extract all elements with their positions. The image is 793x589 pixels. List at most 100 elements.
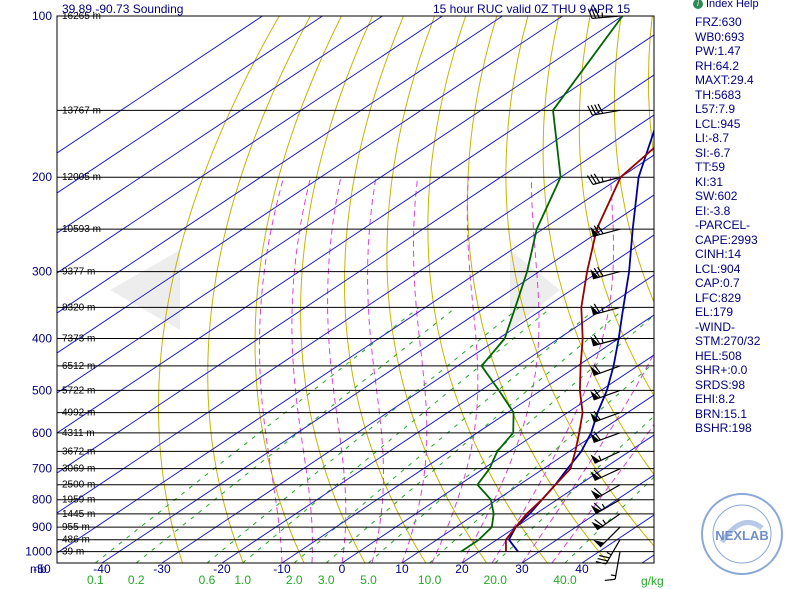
isotherm [57,154,654,554]
index-item: CAP:0.7 [695,276,740,290]
index-item: BSHR:198 [695,421,752,435]
logo-text: NEXLAB [715,528,768,543]
wind-barb [590,484,621,500]
pressure-tick-label: 400 [32,331,52,345]
valid-time: 15 hour RUC valid 0Z THU 9 APR 15 [433,2,631,16]
index-item: LCL:904 [695,261,741,276]
wind-barb-shaft [592,109,621,116]
index-item: EI:-3.8 [695,203,731,218]
wind-barb [593,526,621,548]
wind-barb [590,468,621,482]
wind-barb [590,431,621,443]
isotherm [281,314,654,563]
index-item: EL:179 [695,305,734,319]
wind-barb-feather [593,487,603,496]
moist-adiabat [367,177,384,563]
height-label: 955 m [62,522,90,533]
wind-barb-feather [593,388,601,398]
wind-barb-feather [593,502,603,511]
temperature-tick-label: 10 [395,562,409,576]
height-label: 486 m [62,535,90,546]
wind-barb-shaft [592,176,621,186]
height-label: 3069 m [62,464,95,475]
height-label: 4311 m [62,428,95,439]
index-help-label: Index Help [706,0,759,10]
isotherm [57,16,383,234]
index-item: HEL:508 [695,348,742,363]
wind-barb [590,303,621,316]
isotherm [57,16,503,314]
wind-barb-feather [593,303,601,314]
index-item: SHR+:0.0 [695,363,748,377]
wind-barb [590,334,621,347]
dry-adiabat [542,16,654,476]
dry-adiabat [158,16,280,563]
wind-barb-half-feather [598,455,602,461]
height-label: 2500 m [62,480,95,491]
wind-barb-feather [599,554,610,559]
wind-barb-flag [590,490,601,499]
wind-barb-half-feather [610,574,616,577]
pressure-tick-label: 900 [32,520,52,534]
index-item: TT:59 [695,160,726,174]
wind-barb-half-feather [601,306,604,313]
watermark-left-arrow [110,250,180,330]
temperature-tick-label: 0 [339,562,346,576]
index-item: STM:270/32 [695,334,761,348]
pressure-tick-label: 600 [32,426,52,440]
index-panel: i Index Help FRZ:630 WB0:693 PW:1.47 RH:64.… [693,0,793,589]
isotherm [341,354,654,563]
temperature-tick-label: -10 [273,562,291,576]
wind-barb-flag [590,390,600,400]
wind-barb-feather [586,175,594,185]
wind-barb-shaft [614,551,621,580]
info-icon: i [693,0,703,9]
wind-barb-shaft [599,526,621,548]
wind-barb [590,388,621,401]
wind-barb-half-feather [602,519,607,525]
wind-barb-flag [590,454,601,464]
wind-barb-flag [591,521,602,530]
wind-barb-flag [590,366,600,376]
mixing-ratio-line [325,307,627,563]
mixing-ratio-label: 5.0 [360,573,377,587]
wind-barb-feather [593,469,602,478]
moist-adiabat [327,177,347,563]
y-axis-label: mb [30,562,47,576]
height-label: 3672 m [62,446,95,457]
isotherm [57,114,654,514]
wind-barb-flag [590,269,599,279]
index-item: SW:602 [695,189,738,203]
height-label: 5722 m [62,385,95,396]
wind-barb-feather [593,411,601,421]
mixing-ratio-line [494,415,654,563]
index-item: CINH:14 [695,247,742,261]
index-help-link[interactable]: i Index Help [693,0,759,11]
isotherm [57,16,623,394]
isotherm [57,16,323,194]
index-item: PW:1.47 [695,44,741,58]
isotherm [161,234,654,563]
index-item: SI:-6.7 [695,145,731,160]
dry-adiabat [386,16,488,563]
index-item: BRN:15.1 [695,406,748,421]
wind-barb-feather [594,104,600,115]
temperature-tick-label: 30 [515,562,529,576]
isotherm [401,394,654,563]
index-item: FRZ:630 [695,15,742,29]
moist-adiabat [461,177,540,563]
isotherm [57,34,654,434]
height-label: 13767 m [62,105,101,116]
wind-barb-feather [593,334,601,345]
wind-barb-feather [593,225,601,235]
index-item: RH:64.2 [695,58,740,73]
wind-barb-feather [591,8,597,19]
dry-adiabat [344,16,427,563]
wind-barb [590,364,621,377]
height-label: 12005 m [62,172,101,183]
wind-barb-feather [593,173,601,183]
wind-barb-feather [594,518,604,527]
wind-barb-half-feather [601,503,606,509]
wind-barb [591,513,621,531]
temperature-tick-label: -50 [33,562,51,576]
